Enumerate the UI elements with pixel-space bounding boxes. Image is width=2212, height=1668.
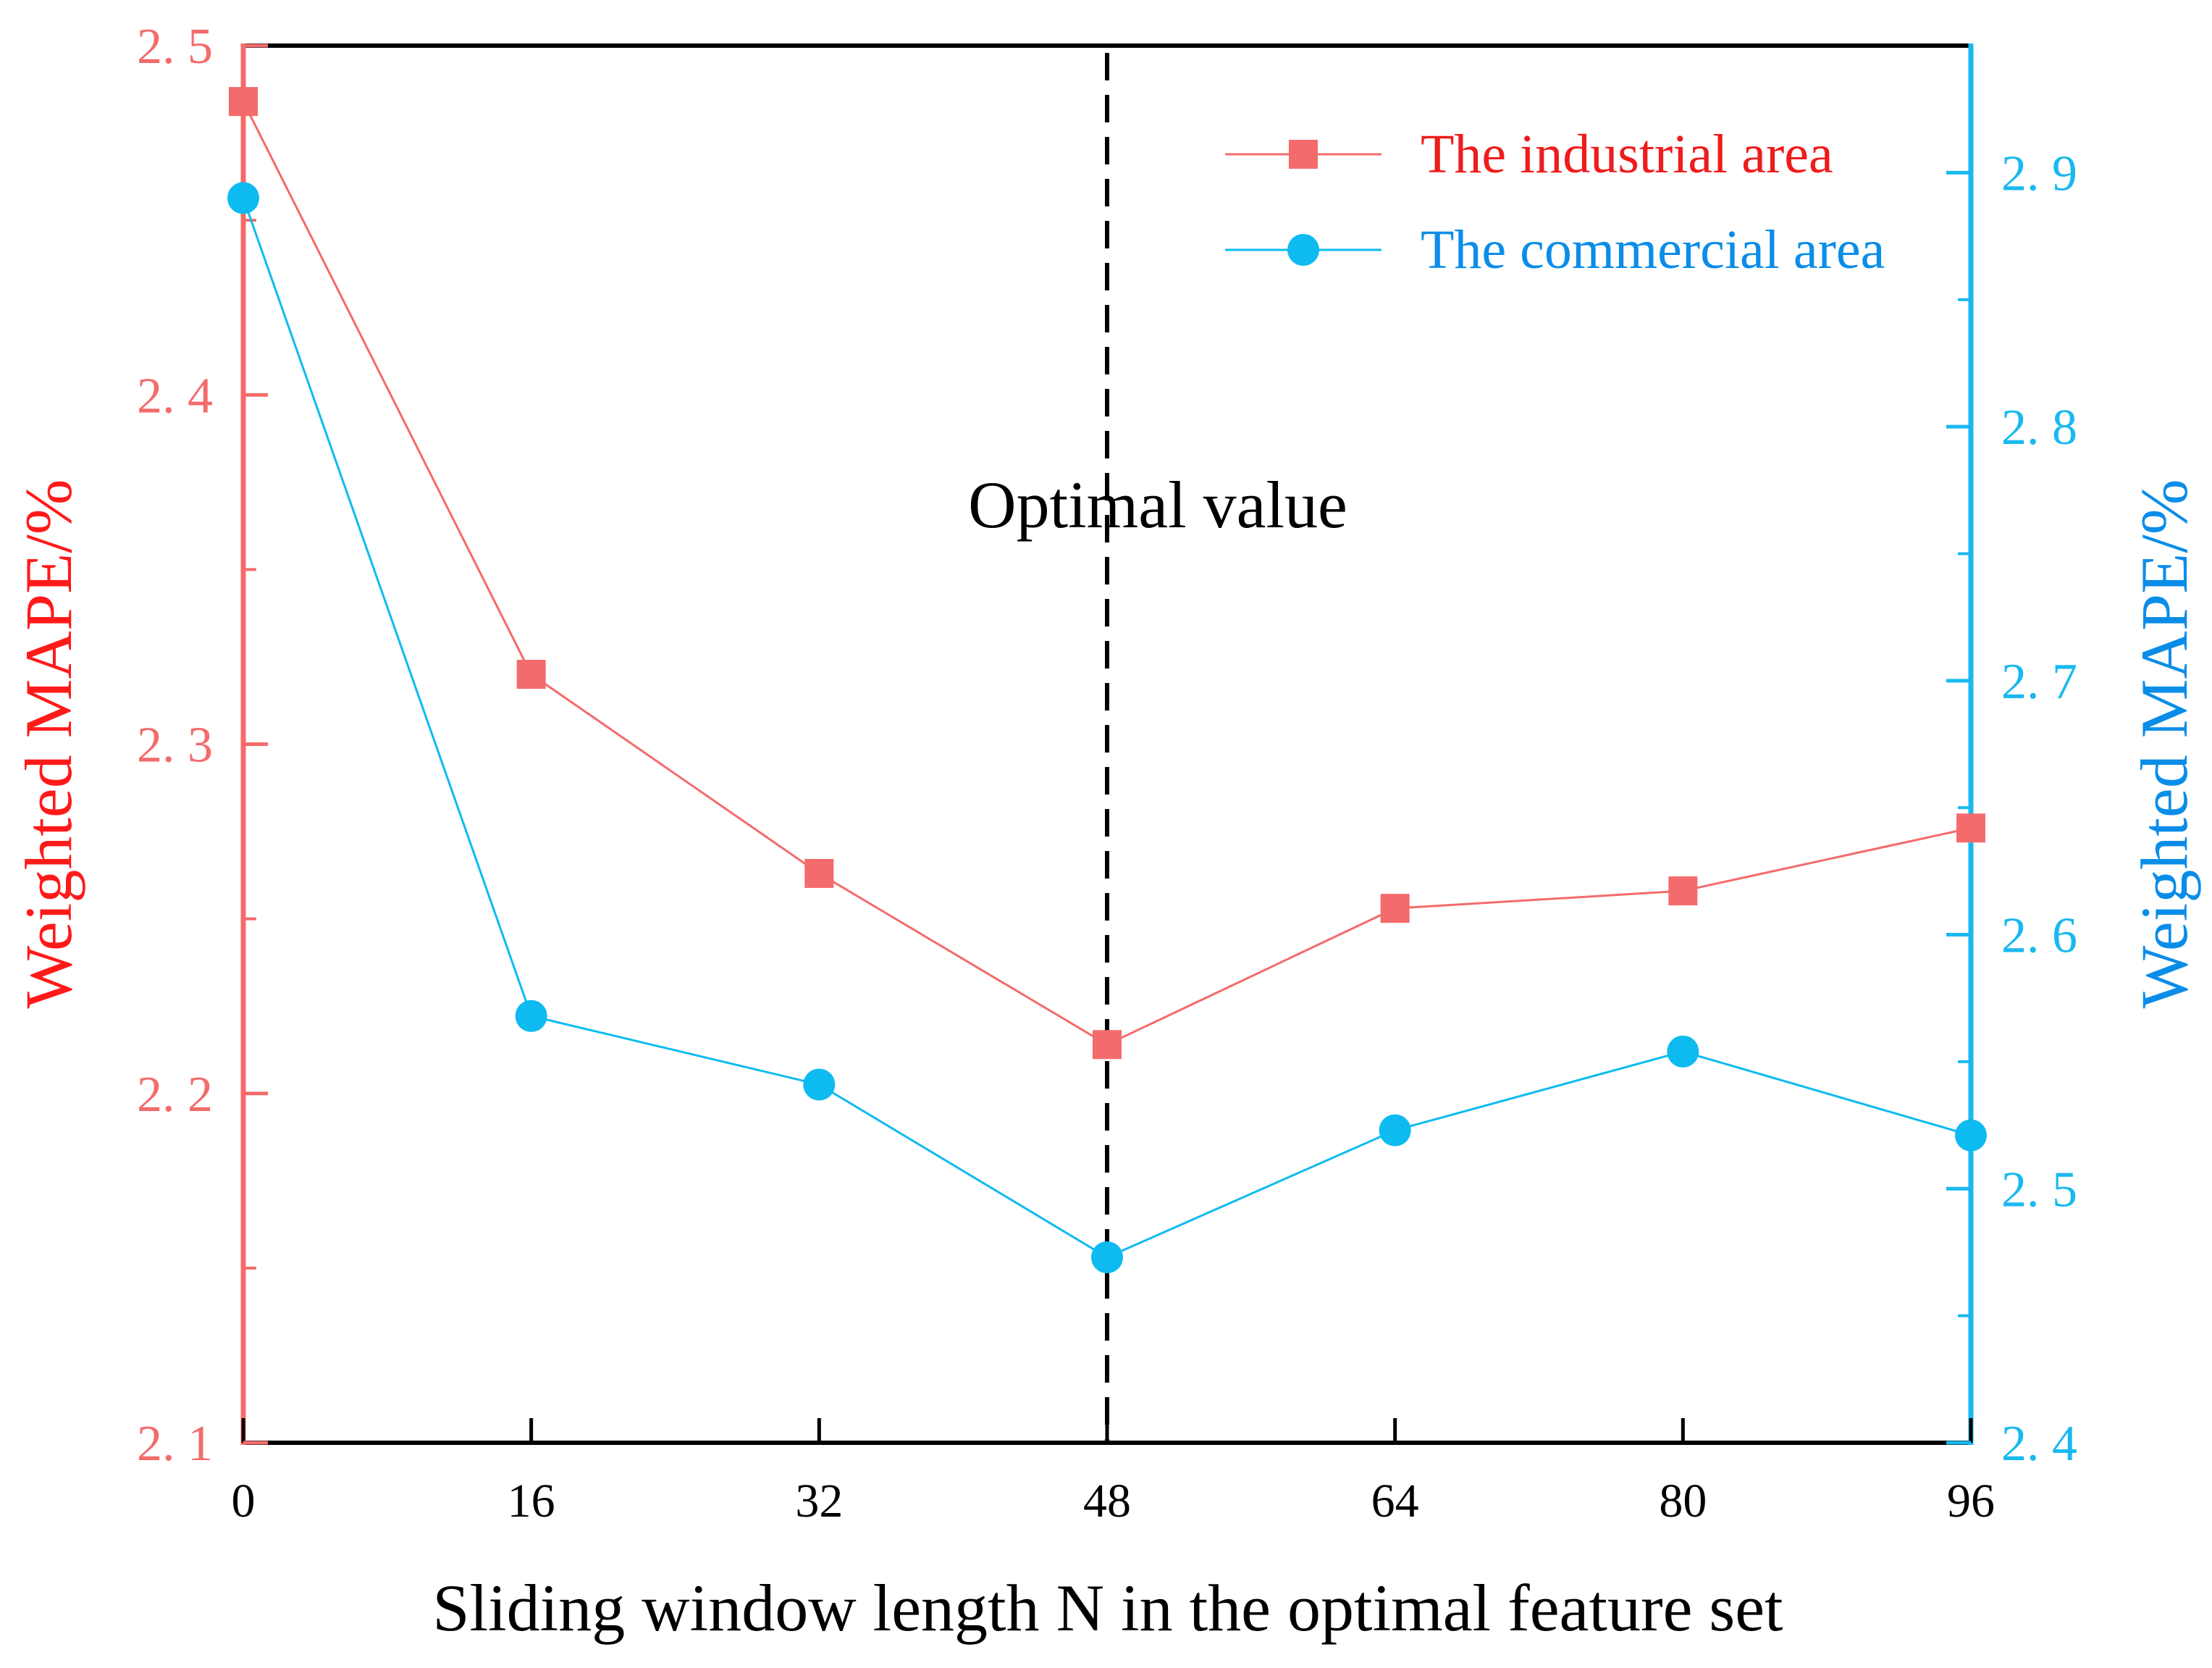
right-y-tick-label: 2. 6: [2001, 908, 2077, 964]
industrial-area-point: [1380, 894, 1410, 923]
x-tick-label: 64: [1371, 1475, 1419, 1527]
commercial-area-point: [1667, 1035, 1699, 1068]
axis-titles: Sliding window length N in the optimal f…: [12, 479, 2201, 1645]
left-y-axis-title: Weighted MAPE/%: [12, 479, 85, 1008]
right-y-tick-label: 2. 8: [2001, 400, 2077, 456]
legend[interactable]: The industrial area The commercial area: [1225, 124, 1885, 280]
x-tick-label: 0: [232, 1475, 256, 1527]
left-y-tick-label: 2. 3: [137, 718, 213, 774]
commercial-area-point: [515, 999, 547, 1032]
industrial-area-point: [516, 660, 546, 690]
commercial-area-point: [1955, 1119, 1987, 1152]
industrial-area-point: [1093, 1030, 1122, 1060]
industrial-area-point: [1668, 876, 1698, 906]
commercial-area-point: [803, 1068, 836, 1101]
commercial-area-point: [1091, 1241, 1123, 1273]
commercial-area-point: [227, 182, 259, 214]
commercial-area-point: [1379, 1114, 1411, 1147]
x-tick-label: 96: [1947, 1475, 1995, 1527]
legend-commercial-marker: [1287, 234, 1319, 266]
right-y-tick-label: 2. 4: [2001, 1416, 2077, 1472]
x-tick-label: 80: [1659, 1475, 1707, 1527]
left-y-tick-label: 2. 1: [137, 1416, 213, 1472]
axes-group: 0 16 32 48 64 80 96 2. 1 2. 2 2. 3 2. 4 2. 5 2. 4 2. …: [137, 19, 2077, 1527]
optimal-value-label: Optimal value: [968, 468, 1347, 542]
industrial-area-point: [1956, 813, 1985, 843]
series-group: [227, 87, 1987, 1273]
right-y-axis-title: Weighted MAPE/%: [2127, 479, 2201, 1008]
left-y-tick-label: 2. 5: [137, 19, 213, 75]
annotation-group: Optimal value: [968, 53, 1347, 1443]
right-y-tick-label: 2. 7: [2001, 654, 2077, 710]
x-tick-label: 32: [795, 1475, 843, 1527]
left-y-tick-label: 2. 4: [137, 368, 213, 424]
industrial-area-point: [804, 858, 834, 888]
legend-commercial-label: The commercial area: [1421, 219, 1885, 280]
x-axis-title: Sliding window length N in the optimal f…: [432, 1571, 1783, 1645]
x-tick-label: 16: [508, 1475, 555, 1527]
right-y-tick-label: 2. 9: [2001, 146, 2077, 201]
x-tick-label: 48: [1083, 1475, 1131, 1527]
left-y-tick-label: 2. 2: [137, 1067, 213, 1123]
legend-industrial-label: The industrial area: [1421, 124, 1833, 185]
industrial-area-point: [229, 87, 258, 117]
legend-industrial-marker: [1289, 140, 1318, 169]
right-y-tick-label: 2. 5: [2001, 1162, 2077, 1218]
